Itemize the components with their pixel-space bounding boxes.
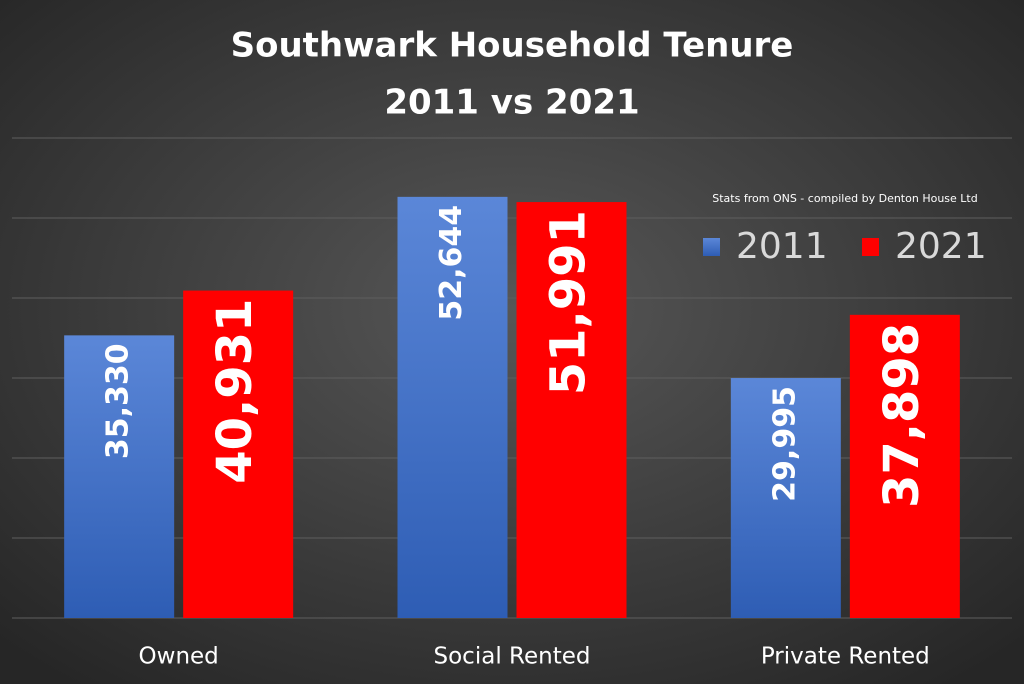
- bar: [849, 314, 960, 618]
- value-label: 37,898: [874, 323, 930, 508]
- x-tick-label: Owned: [139, 644, 219, 670]
- legend-label: 2021: [895, 226, 987, 267]
- value-label: 52,644: [434, 205, 469, 321]
- bar: [183, 290, 294, 618]
- value-label: 40,931: [207, 299, 263, 484]
- value-label: 29,995: [767, 386, 802, 502]
- value-label: 51,991: [541, 210, 597, 395]
- legend-label: 2011: [736, 226, 828, 267]
- chart-subtitle: 2011 vs 2021: [384, 83, 639, 123]
- x-tick-label: Social Rented: [434, 644, 591, 670]
- value-label: 35,330: [101, 343, 136, 459]
- x-tick-label: Private Rented: [761, 644, 930, 670]
- bar: [516, 202, 627, 618]
- legend-swatch: [862, 238, 879, 256]
- chart-title: Southwark Household Tenure: [231, 26, 794, 66]
- grid: [12, 137, 1012, 619]
- bar: [397, 196, 508, 618]
- bar: [64, 335, 175, 618]
- bar: [730, 378, 841, 618]
- legend-swatch: [703, 238, 720, 256]
- annotation: Stats from ONS - compiled by Denton Hous…: [712, 192, 977, 205]
